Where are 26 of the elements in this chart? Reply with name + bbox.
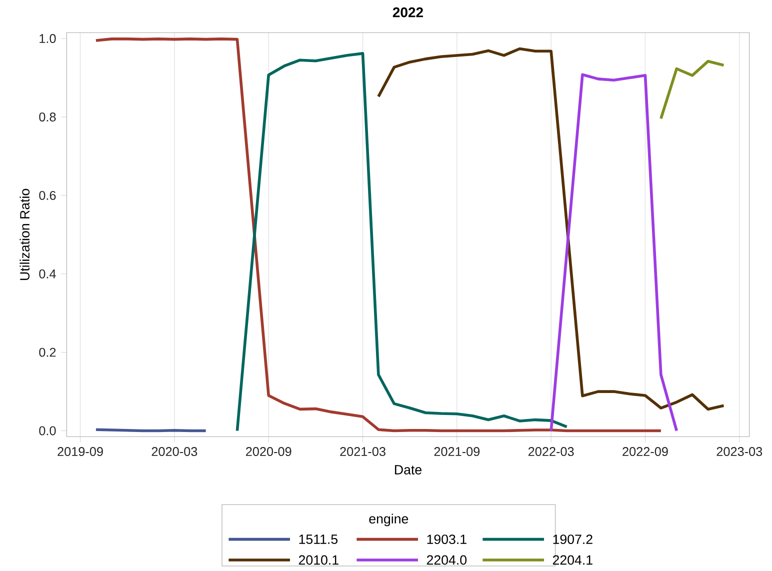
line-series	[550, 73, 678, 432]
y-tick-label: 0.8	[39, 112, 56, 122]
legend-label: 1903.1	[427, 534, 466, 544]
x-axis-title: Date	[395, 465, 422, 475]
y-tick-label: 1.0	[40, 34, 56, 44]
x-tick-label: 2022-09	[622, 447, 668, 456]
legend-label: 1907.2	[553, 534, 592, 544]
line-series	[660, 60, 726, 120]
y-tick-label: 0.6	[39, 191, 56, 200]
legend-label: 2204.0	[426, 555, 467, 565]
legend-label: 2010.1	[298, 555, 338, 565]
legend-label: 1511.5	[299, 534, 338, 544]
y-axis-title: Utilization Ratio	[20, 189, 30, 280]
y-tick-label: 0.2	[39, 348, 56, 357]
x-tick-label: 2023-03	[716, 447, 762, 456]
y-tick-label: 0.0	[39, 426, 56, 436]
chart-title: 2022	[392, 8, 423, 18]
x-tick-label: 2021-09	[434, 447, 480, 456]
x-tick-label: 2022-03	[528, 447, 574, 456]
y-tick-label: 0.4	[39, 270, 56, 279]
legend-label: 2204.1	[552, 555, 592, 565]
legend-title: engine	[369, 514, 408, 526]
x-tick-label: 2020-09	[246, 447, 292, 456]
x-tick-label: 2021-03	[340, 447, 386, 456]
x-tick-label: 2019-09	[58, 447, 103, 456]
x-tick-label: 2020-03	[152, 447, 198, 456]
